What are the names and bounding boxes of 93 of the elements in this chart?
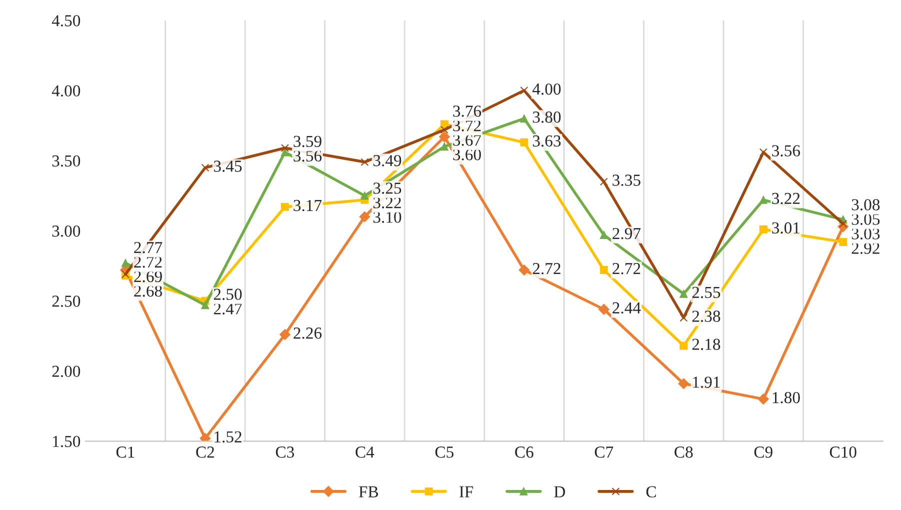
legend-label: IF — [459, 486, 474, 498]
data-label: 3.10 — [373, 212, 402, 223]
data-label: 1.91 — [693, 376, 720, 388]
data-label: 3.45 — [214, 160, 242, 172]
data-label: 3.25 — [373, 182, 402, 194]
point — [360, 192, 369, 200]
data-label: 2.68 — [134, 285, 162, 297]
data-label: 3.63 — [532, 135, 561, 147]
y-tick-label: 3.00 — [52, 225, 80, 237]
point — [440, 142, 448, 151]
data-label: 2.77 — [134, 242, 162, 254]
point — [121, 259, 130, 268]
point — [759, 196, 768, 204]
data-label: 3.76 — [453, 106, 482, 117]
point — [600, 178, 608, 186]
data-label: 2.55 — [692, 286, 720, 298]
data-label: 1.52 — [214, 431, 242, 443]
data-label: 3.01 — [772, 222, 800, 234]
point — [280, 202, 289, 211]
point — [680, 342, 688, 350]
point — [438, 131, 450, 142]
point — [280, 144, 289, 152]
x-tick-label: C9 — [754, 446, 772, 458]
point — [758, 394, 769, 405]
x-tick-label: C2 — [196, 446, 214, 458]
point — [839, 220, 848, 228]
x-tick-label: C6 — [515, 446, 534, 458]
data-label: 3.60 — [453, 149, 481, 160]
data-label: 3.17 — [294, 200, 322, 212]
x-tick-label: C7 — [594, 446, 614, 458]
point — [520, 86, 528, 95]
x-tick-label: C5 — [435, 446, 454, 458]
data-label: 3.08 — [852, 199, 880, 210]
data-label: 2.72 — [532, 263, 560, 274]
data-label: 3.56 — [294, 150, 322, 162]
legend-label: D — [554, 486, 566, 498]
data-label: 2.72 — [134, 256, 162, 268]
y-tick-label: 3.50 — [52, 155, 80, 167]
data-label: 2.18 — [692, 338, 720, 350]
y-tick-label: 4.50 — [52, 15, 80, 26]
y-tick-label: 1.50 — [53, 436, 80, 448]
data-label: 2.44 — [612, 302, 641, 314]
data-label: 3.05 — [852, 214, 880, 225]
x-tick-label: C1 — [116, 446, 134, 458]
point — [680, 290, 688, 298]
data-label: 3.59 — [294, 136, 322, 148]
data-label: 3.35 — [612, 174, 640, 186]
point — [200, 432, 211, 442]
data-label: 2.69 — [134, 270, 162, 282]
data-label: 4.00 — [532, 83, 561, 95]
legend-label: FB — [358, 486, 378, 498]
point — [201, 301, 210, 310]
data-label: 1.80 — [772, 392, 800, 404]
point — [680, 314, 688, 322]
data-label: 2.92 — [852, 242, 880, 254]
point — [440, 126, 448, 134]
x-tick-label: C10 — [830, 446, 856, 458]
legend-label: C — [646, 486, 656, 498]
data-label: 3.22 — [772, 192, 800, 204]
y-tick-label: 4.00 — [52, 85, 80, 97]
point — [359, 211, 370, 222]
point — [598, 304, 610, 315]
data-label: 2.50 — [214, 288, 242, 300]
data-label: 2.47 — [214, 303, 242, 314]
point — [520, 114, 528, 123]
point — [518, 264, 530, 276]
data-label: 3.56 — [772, 145, 800, 156]
data-label: 3.80 — [532, 112, 561, 123]
x-tick-label: C3 — [276, 446, 294, 458]
point — [280, 329, 290, 340]
point — [440, 120, 448, 128]
data-label: 2.97 — [612, 228, 641, 240]
y-tick-label: 2.50 — [52, 296, 80, 307]
point — [600, 266, 608, 274]
data-label: 2.26 — [294, 328, 322, 339]
data-label: 2.72 — [612, 263, 640, 274]
y-tick-label: 2.00 — [52, 366, 80, 378]
point — [600, 230, 608, 239]
point — [759, 225, 768, 234]
point — [839, 238, 848, 246]
data-label: 3.49 — [373, 155, 402, 166]
data-label: 3.03 — [852, 228, 880, 240]
point — [678, 378, 690, 390]
data-label: 2.38 — [692, 310, 720, 322]
point — [201, 164, 210, 172]
x-tick-label: C4 — [356, 446, 374, 458]
point — [360, 158, 369, 166]
point — [520, 138, 528, 146]
data-label: 3.72 — [453, 120, 481, 132]
data-label: 3.67 — [453, 134, 482, 146]
point — [759, 148, 768, 156]
x-tick-label: C8 — [674, 446, 693, 458]
data-label: 3.22 — [373, 197, 401, 208]
